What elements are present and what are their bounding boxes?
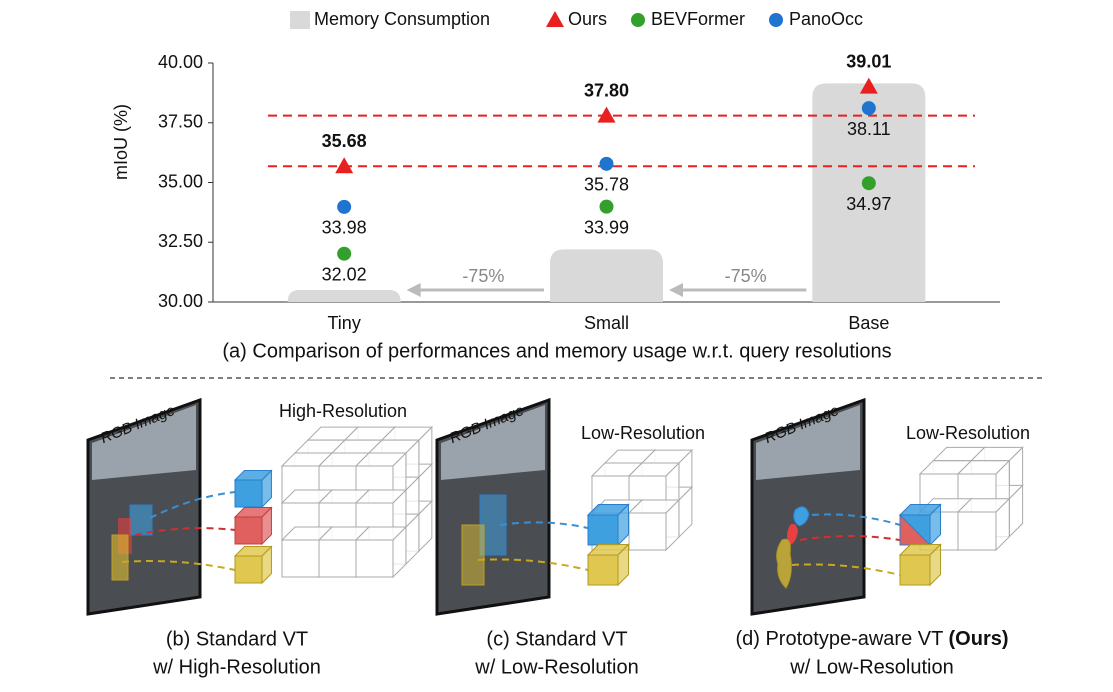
value-label: 35.68 <box>322 131 367 151</box>
y-tick-label: 30.00 <box>158 291 203 311</box>
voxel <box>318 539 357 578</box>
image-sky <box>756 405 860 480</box>
projection-line <box>477 558 589 571</box>
query-cube <box>234 516 263 545</box>
projection-line <box>791 563 901 576</box>
query-cube <box>899 554 931 586</box>
y-tick-label: 40.00 <box>158 52 203 72</box>
value-label: 35.78 <box>584 175 629 195</box>
projection-line <box>799 535 901 541</box>
caption-bold: (Ours) <box>949 628 1009 650</box>
legend-marker <box>546 11 564 27</box>
voxel <box>281 539 320 578</box>
legend-label: PanoOcc <box>789 9 863 29</box>
grid-label: High-Resolution <box>279 401 407 421</box>
arrow-head <box>406 283 421 297</box>
voxel <box>355 539 394 578</box>
query-cube <box>234 479 263 508</box>
legend-label: BEVFormer <box>651 9 745 29</box>
annotation: -75% <box>725 266 767 286</box>
marker <box>335 157 354 174</box>
arrow-head <box>669 283 683 297</box>
voxel <box>628 512 667 551</box>
value-label: 38.11 <box>847 119 891 139</box>
legend-swatch <box>290 11 310 29</box>
memory-bar <box>550 249 663 302</box>
marker <box>337 246 352 261</box>
image-sky <box>441 405 545 480</box>
prototype <box>787 523 798 545</box>
query-cube <box>587 554 619 586</box>
y-tick-label: 32.50 <box>158 231 203 251</box>
voxel <box>957 511 997 551</box>
marker <box>599 156 614 171</box>
panel-caption: w/ Low-Resolution <box>789 656 953 678</box>
panel-caption: (c) Standard VT <box>486 628 627 650</box>
legend-label: Ours <box>568 9 607 29</box>
region <box>129 504 153 536</box>
value-label: 32.02 <box>322 264 367 284</box>
y-tick-label: 35.00 <box>158 171 203 191</box>
marker <box>859 77 878 94</box>
value-label: 33.98 <box>322 218 367 238</box>
value-label: 33.99 <box>584 217 629 237</box>
value-label: 39.01 <box>846 51 891 71</box>
legend-marker <box>769 13 783 27</box>
marker <box>597 106 616 123</box>
memory-bar <box>812 83 926 302</box>
marker <box>337 199 352 214</box>
query-cube <box>234 555 263 584</box>
query-cube <box>587 514 619 546</box>
panel-caption: (b) Standard VT <box>166 628 308 650</box>
y-axis-label: mIoU (%) <box>111 104 131 180</box>
panel-caption: w/ High-Resolution <box>152 656 321 678</box>
y-tick-label: 37.50 <box>158 112 203 132</box>
memory-bar <box>287 290 401 302</box>
marker <box>861 176 876 191</box>
grid-label: Low-Resolution <box>581 423 705 443</box>
region <box>111 534 129 581</box>
chart-caption: (a) Comparison of performances and memor… <box>222 340 891 362</box>
x-tick-label: Small <box>584 313 629 333</box>
image-sky <box>92 405 196 480</box>
panel-caption: (d) Prototype-aware VT (Ours) <box>735 628 1008 650</box>
projection-line <box>134 527 236 536</box>
panel-caption: w/ Low-Resolution <box>474 656 638 678</box>
grid-label: Low-Resolution <box>906 423 1030 443</box>
marker <box>861 101 876 116</box>
value-label: 34.97 <box>846 194 891 214</box>
x-tick-label: Tiny <box>327 313 360 333</box>
annotation: -75% <box>462 266 504 286</box>
region <box>461 524 485 586</box>
legend-marker <box>631 13 645 27</box>
value-label: 37.80 <box>584 80 629 100</box>
legend-label: Memory Consumption <box>314 9 490 29</box>
projection-line <box>121 560 236 571</box>
x-tick-label: Base <box>848 313 889 333</box>
caption-part: (d) Prototype-aware VT <box>735 628 948 650</box>
prototype <box>776 538 792 589</box>
prototype <box>793 506 810 527</box>
marker <box>599 199 614 214</box>
